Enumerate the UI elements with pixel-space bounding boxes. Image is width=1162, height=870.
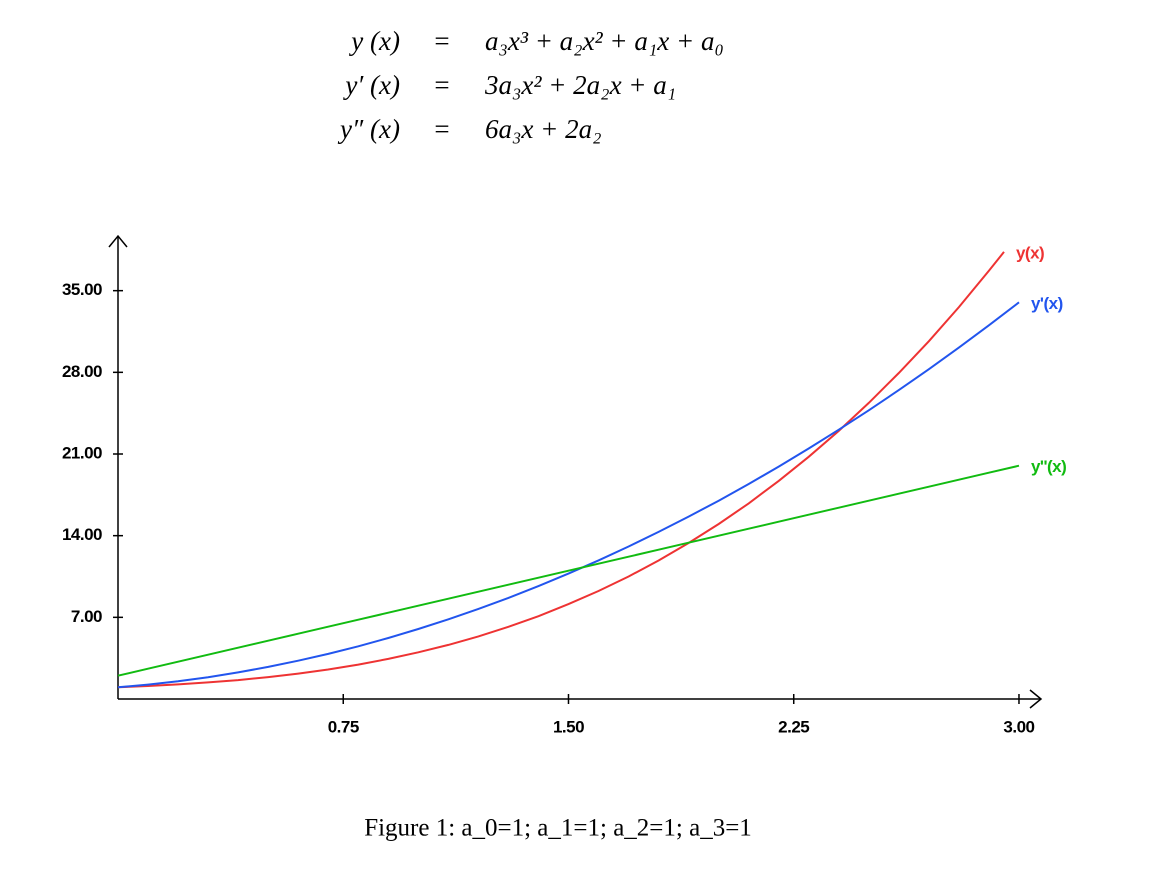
eq-rhs: 3a₃x² + 2a₂x + a₁ (484, 70, 676, 100)
y-tick-label: 7.00 (71, 607, 102, 626)
x-tick-label: 1.50 (553, 717, 584, 736)
series-label: y(x) (1016, 243, 1044, 262)
series-label: y'(x) (1031, 294, 1063, 313)
series-line (117, 251, 1005, 689)
x-tick-label: 2.25 (778, 717, 809, 736)
x-arrow (1029, 689, 1043, 709)
eq-lhs: y (x) (348, 26, 400, 56)
eq-rhs: a₃x³ + a₂x² + a₁x + a₀ (485, 26, 724, 56)
x-tick-label: 0.75 (328, 717, 359, 736)
y-arrow (108, 234, 128, 248)
eq-sign: = (434, 70, 449, 100)
eq-lhs: y′ (x) (342, 70, 400, 100)
eq-sign: = (434, 26, 449, 56)
y-tick-label: 35.00 (62, 280, 102, 299)
y-tick-label: 28.00 (62, 362, 102, 381)
series-line (117, 301, 1020, 689)
chart: 0.75 1.50 2.25 3.00 7.00 14.00 21.00 28.00 35.00… (62, 234, 1067, 736)
series-label: y''(x) (1031, 457, 1066, 476)
x-tick-label: 3.00 (1003, 717, 1034, 736)
y-tick-label: 21.00 (62, 443, 102, 462)
eq-rhs: 6a₃x + 2a₂ (485, 114, 601, 144)
equations: y (x) = a₃x³ + a₂x² + a₁x + a₀ y′ (x) = … (337, 26, 724, 144)
eq-lhs: y″ (x) (337, 114, 400, 144)
y-tick-label: 14.00 (62, 525, 102, 544)
caption: Figure 1: a_0=1; a_1=1; a_2=1; a_3=1 (364, 815, 752, 842)
series-line (117, 464, 1020, 677)
eq-sign: = (434, 114, 449, 144)
